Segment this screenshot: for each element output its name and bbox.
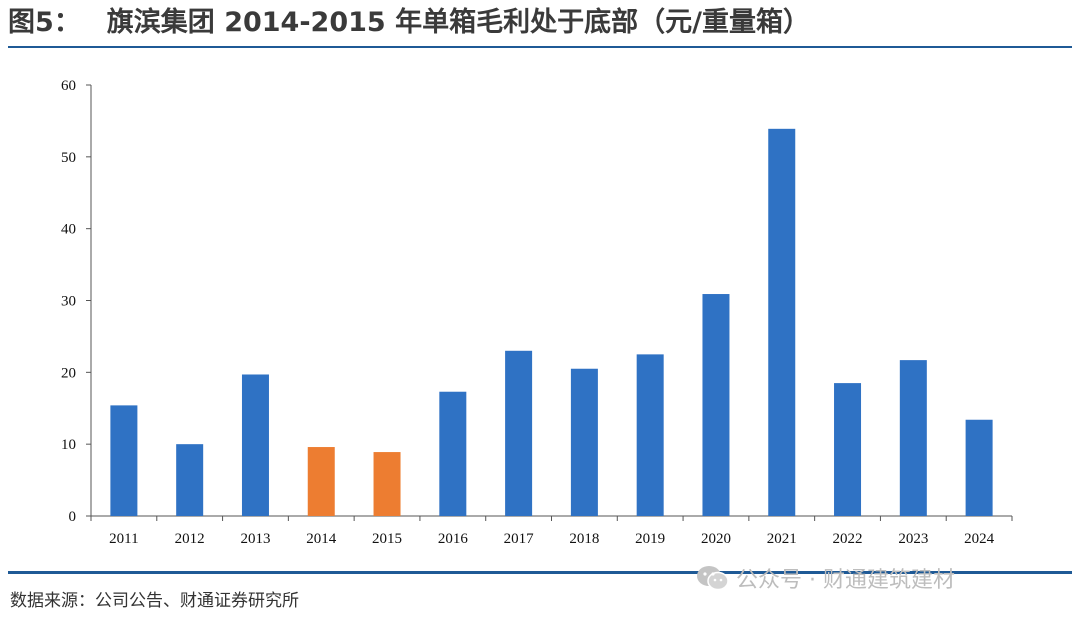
figure-title-text: 旗滨集团 2014-2015 年单箱毛利处于底部（元/重量箱） <box>106 7 810 38</box>
bar-2021 <box>768 128 796 516</box>
x-tick-label: 2021 <box>767 531 797 547</box>
wechat-icon <box>697 566 729 591</box>
watermark: 公众号 · 财通建筑建材 <box>696 562 955 594</box>
bar-2015 <box>373 452 401 516</box>
bar-2019 <box>636 354 664 516</box>
x-tick-label: 2014 <box>306 531 337 547</box>
bar-2011 <box>110 405 138 516</box>
bar-2018 <box>570 368 598 516</box>
x-tick-label: 2013 <box>240 531 270 547</box>
y-tick-label: 0 <box>69 509 77 525</box>
top-rule <box>8 46 1072 48</box>
x-tick-label: 2015 <box>372 531 402 547</box>
y-tick-label: 50 <box>61 150 76 166</box>
bottom-rule <box>8 571 1072 574</box>
bar-2022 <box>834 383 862 516</box>
x-tick-label: 2022 <box>833 531 863 547</box>
bar-2012 <box>176 444 204 516</box>
x-tick-label: 2019 <box>635 531 665 547</box>
x-tick-label: 2017 <box>504 531 535 547</box>
x-tick-label: 2016 <box>438 531 469 547</box>
bar-chart: 0 10 20 30 40 50 60 2011 2012 2013 2014 2015 2016 201… <box>61 78 1013 547</box>
figure-label: 图5： <box>8 7 81 38</box>
bar-2016 <box>439 391 467 516</box>
bar-2020 <box>702 294 730 516</box>
figure-title: 图5： 旗滨集团 2014-2015 年单箱毛利处于底部（元/重量箱） <box>8 5 810 41</box>
source-note: 数据来源：公司公告、财通证券研究所 <box>10 591 299 611</box>
bar-2023 <box>899 360 927 516</box>
x-tick-label: 2012 <box>175 531 205 547</box>
x-tick-label: 2018 <box>569 531 599 547</box>
y-tick-label: 60 <box>61 78 76 94</box>
x-tick-label: 2020 <box>701 531 731 547</box>
y-tick-label: 30 <box>61 294 76 310</box>
x-tick-label: 2023 <box>898 531 928 547</box>
bar-2013 <box>241 374 269 516</box>
watermark-text: 公众号 · 财通建筑建材 <box>736 568 955 593</box>
bar-2017 <box>505 350 533 516</box>
y-tick-label: 40 <box>61 222 76 238</box>
x-tick-label: 2011 <box>109 531 138 547</box>
y-tick-label: 20 <box>61 365 76 381</box>
bar-2024 <box>965 419 993 516</box>
y-tick-label: 10 <box>61 437 76 453</box>
bar-2014 <box>307 447 335 516</box>
x-tick-label: 2024 <box>964 531 995 547</box>
